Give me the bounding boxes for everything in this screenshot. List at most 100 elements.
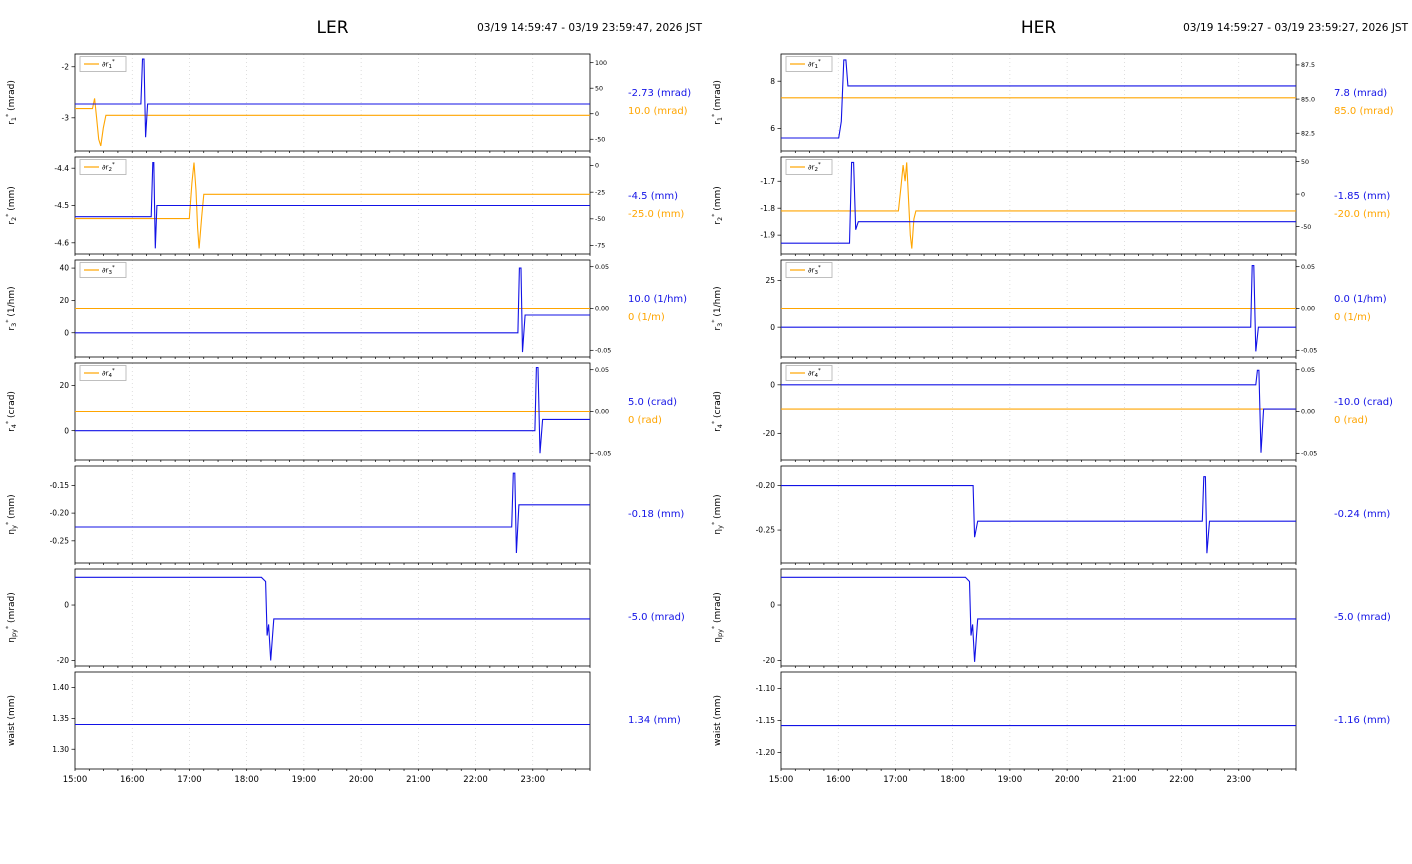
svg-text:-1.20: -1.20 bbox=[756, 748, 776, 757]
subplot-her-3: 0 -20 0.05 0.00 -0.05 r4* (crad) ∂r4* -10.0 (cr… bbox=[706, 361, 1412, 462]
value-readout-blue: -4.5 (mm) bbox=[628, 191, 678, 202]
x-tick-label: 21:00 bbox=[1112, 775, 1137, 785]
x-tick-label: 17:00 bbox=[883, 775, 908, 785]
svg-text:20: 20 bbox=[59, 381, 69, 390]
svg-text:50: 50 bbox=[1301, 159, 1309, 166]
current-values: -0.18 (mm) bbox=[620, 464, 704, 565]
value-readout-orange: 85.0 (mrad) bbox=[1334, 106, 1394, 117]
x-tick-label: 15:00 bbox=[768, 775, 794, 785]
svg-text:-1.10: -1.10 bbox=[756, 684, 776, 693]
svg-text:waist (mm): waist (mm) bbox=[713, 695, 723, 746]
plot-canvas: -4.4 -4.5 -4.6 0 -25 -50 -75 r2* (mm) ∂r2* bbox=[4, 156, 605, 256]
subplot-her-5: 0 -20 ηpy* (mrad) -5.0 (mrad) bbox=[706, 567, 1412, 668]
svg-text:-20: -20 bbox=[763, 656, 775, 665]
legend-box bbox=[79, 365, 127, 381]
svg-text:-3: -3 bbox=[62, 113, 70, 122]
svg-text:0: 0 bbox=[770, 601, 775, 610]
svg-text:-4.4: -4.4 bbox=[54, 164, 69, 173]
svg-text:0.00: 0.00 bbox=[595, 409, 609, 416]
svg-text:-20: -20 bbox=[763, 429, 775, 438]
subplot-her-4: -0.20 -0.25 ηy* (mm) -0.24 (mm) bbox=[706, 464, 1412, 565]
value-readout-blue: -1.16 (mm) bbox=[1334, 715, 1391, 726]
x-tick-label: 18:00 bbox=[940, 775, 965, 785]
value-readout-orange: -20.0 (mm) bbox=[1334, 209, 1391, 220]
svg-text:0.05: 0.05 bbox=[1301, 264, 1315, 271]
value-readout-blue: 10.0 (1/hm) bbox=[628, 294, 688, 305]
series-reference-line bbox=[75, 98, 590, 147]
series-value-line bbox=[75, 58, 590, 138]
svg-text:ηpy* (mrad): ηpy* (mrad) bbox=[4, 592, 18, 643]
svg-text:0.00: 0.00 bbox=[595, 306, 609, 313]
current-values: 7.8 (mrad) 85.0 (mrad) bbox=[1326, 52, 1410, 153]
svg-text:-1.7: -1.7 bbox=[760, 177, 775, 186]
series-value-line bbox=[75, 162, 590, 249]
svg-text:0: 0 bbox=[770, 323, 775, 332]
subplot-ler-6: 1.40 1.35 1.30 waist (mm) 1.34 (mm) bbox=[0, 670, 706, 771]
plot-canvas: 0 -20 ηpy* (mrad) bbox=[710, 568, 1297, 668]
series-value-line bbox=[75, 576, 590, 661]
svg-text:20: 20 bbox=[59, 296, 69, 305]
current-values: -5.0 (mrad) bbox=[620, 567, 704, 668]
subplot-her-2: 25 0 0.05 0.00 -0.05 r3* (1/hm) ∂r3* 0.0 (1/hm)… bbox=[706, 258, 1412, 359]
x-tick-label: 23:00 bbox=[1226, 775, 1252, 785]
svg-text:r2* (mm): r2* (mm) bbox=[4, 186, 18, 225]
svg-text:-0.25: -0.25 bbox=[756, 526, 776, 535]
svg-text:1.40: 1.40 bbox=[52, 683, 69, 692]
svg-text:-0.05: -0.05 bbox=[595, 348, 611, 355]
svg-text:0: 0 bbox=[1301, 191, 1305, 198]
ler-panel: LER 03/19 14:59:47 - 03/19 23:59:47, 202… bbox=[0, 18, 706, 791]
current-values: 0.0 (1/hm) 0 (1/m) bbox=[1326, 258, 1410, 359]
svg-text:r4* (crad): r4* (crad) bbox=[710, 391, 724, 432]
subplot-her-6: -1.10 -1.15 -1.20 waist (mm) -1.16 (mm) bbox=[706, 670, 1412, 771]
value-readout-orange: 0 (1/m) bbox=[1334, 312, 1371, 323]
x-tick-label: 16:00 bbox=[825, 775, 851, 785]
legend-label: ∂r1* bbox=[808, 59, 821, 70]
value-readout-blue: 0.0 (1/hm) bbox=[1334, 294, 1387, 305]
her-timestamp: 03/19 14:59:27 - 03/19 23:59:27, 2026 JS… bbox=[1183, 22, 1408, 34]
value-readout-blue: -10.0 (crad) bbox=[1334, 397, 1393, 408]
current-values: -2.73 (mrad) 10.0 (mrad) bbox=[620, 52, 704, 153]
subplot-ler-5: 0 -20 ηpy* (mrad) -5.0 (mrad) bbox=[0, 567, 706, 668]
plot-canvas: -0.15 -0.20 -0.25 ηy* (mm) bbox=[4, 465, 591, 565]
svg-text:-2: -2 bbox=[62, 62, 70, 71]
value-readout-blue: 7.8 (mrad) bbox=[1334, 88, 1388, 99]
svg-text:r3* (1/hm): r3* (1/hm) bbox=[710, 286, 724, 330]
series-value-line bbox=[781, 59, 1296, 139]
plot-canvas: 40 20 0 0.05 0.00 -0.05 r3* (1/hm) ∂r3* bbox=[4, 259, 611, 359]
legend-box bbox=[79, 56, 127, 72]
svg-text:ηpy* (mrad): ηpy* (mrad) bbox=[710, 592, 724, 643]
series-value-line bbox=[75, 366, 590, 454]
svg-text:1.30: 1.30 bbox=[52, 745, 69, 754]
subplot-her-0: 8 6 87.5 85.0 82.5 r1* (mrad) ∂r1* 7.8 (mrad) 85… bbox=[706, 52, 1412, 153]
plot-canvas: -1.10 -1.15 -1.20 waist (mm) bbox=[713, 671, 1297, 771]
current-values: 5.0 (crad) 0 (rad) bbox=[620, 361, 704, 462]
svg-text:0.05: 0.05 bbox=[1301, 367, 1315, 374]
x-axis-labels: 15:00 16:00 17:00 18:00 19:00 20:00 21:00 22:00… bbox=[0, 773, 620, 791]
value-readout-blue: -2.73 (mrad) bbox=[628, 88, 692, 99]
value-readout-blue: 5.0 (crad) bbox=[628, 397, 677, 408]
legend-label: ∂r2* bbox=[808, 162, 821, 173]
svg-text:0.00: 0.00 bbox=[1301, 306, 1315, 313]
legend-box bbox=[79, 159, 127, 175]
svg-text:ηy* (mm): ηy* (mm) bbox=[710, 494, 724, 534]
x-tick-label: 16:00 bbox=[119, 775, 145, 785]
subplot-ler-2: 40 20 0 0.05 0.00 -0.05 r3* (1/hm) ∂r3* 10.0 (1/… bbox=[0, 258, 706, 359]
x-tick-label: 21:00 bbox=[406, 775, 431, 785]
current-values: -10.0 (crad) 0 (rad) bbox=[1326, 361, 1410, 462]
value-readout-orange: 0 (rad) bbox=[628, 415, 662, 426]
current-values: -5.0 (mrad) bbox=[1326, 567, 1410, 668]
svg-text:0.05: 0.05 bbox=[595, 367, 609, 374]
svg-text:-4.5: -4.5 bbox=[54, 201, 69, 210]
svg-text:6: 6 bbox=[770, 124, 775, 133]
series-value-line bbox=[781, 161, 1296, 244]
svg-text:0: 0 bbox=[595, 163, 599, 170]
svg-text:8: 8 bbox=[770, 77, 775, 86]
current-values: -4.5 (mm) -25.0 (mm) bbox=[620, 155, 704, 256]
legend-label: ∂r3* bbox=[808, 265, 821, 276]
plot-canvas: 25 0 0.05 0.00 -0.05 r3* (1/hm) ∂r3* bbox=[710, 259, 1317, 359]
plot-canvas: -1.7 -1.8 -1.9 50 0 -50 r2* (mm) ∂r2* bbox=[710, 156, 1311, 256]
svg-text:0: 0 bbox=[770, 380, 775, 389]
subplot-ler-4: -0.15 -0.20 -0.25 ηy* (mm) -0.18 (mm) bbox=[0, 464, 706, 565]
ler-title: LER bbox=[316, 18, 349, 38]
value-readout-orange: 0 (rad) bbox=[1334, 415, 1368, 426]
